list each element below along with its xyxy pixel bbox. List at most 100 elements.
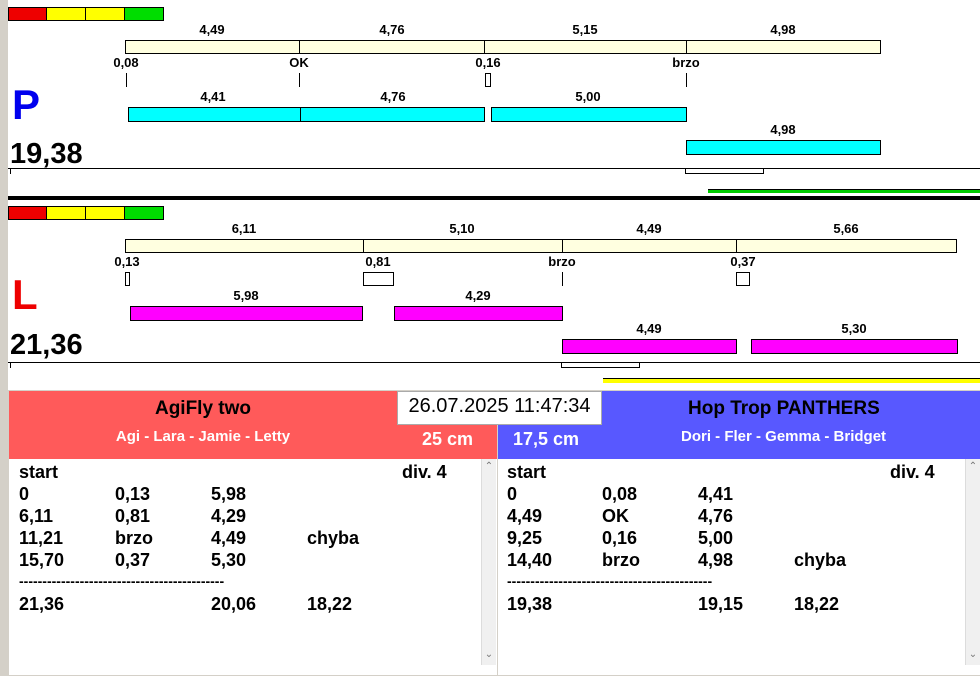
run-leg-label: 4,76 bbox=[380, 89, 406, 104]
start-label: start bbox=[19, 462, 59, 482]
result-cell: OK bbox=[602, 506, 629, 526]
chevron-down-icon[interactable]: ⌄ bbox=[484, 649, 494, 660]
left-team-panel: AgiFly two Agi - Lara - Jamie - Letty 25… bbox=[9, 391, 497, 675]
signal-yellow-light bbox=[46, 7, 86, 21]
reaction-label: brzo bbox=[672, 55, 700, 70]
leg-divider bbox=[299, 40, 300, 54]
run-leg-label: 4,29 bbox=[465, 288, 491, 303]
baseline-tick bbox=[10, 168, 11, 174]
total-cell: 20,06 bbox=[211, 594, 257, 614]
reaction-marker bbox=[125, 272, 130, 286]
total-cell: 19,38 bbox=[507, 594, 553, 614]
result-cell: 15,70 bbox=[19, 550, 65, 570]
result-cell: 5,30 bbox=[211, 550, 247, 570]
datetime-display: 26.07.2025 11:47:34 bbox=[397, 391, 602, 425]
timing-display: 4,49 4,76 5,15 4,98 0,08 OK 0,16 brzo 4,… bbox=[8, 0, 980, 390]
team-name: AgiFly two bbox=[154, 398, 252, 419]
result-cell: 4,76 bbox=[698, 506, 734, 526]
result-cell: 11,21 bbox=[19, 528, 64, 548]
run-leg-label: 5,00 bbox=[575, 89, 601, 104]
result-cell: 6,11 bbox=[19, 506, 54, 526]
course-leg-label: 4,49 bbox=[636, 221, 662, 236]
reaction-marker bbox=[562, 272, 563, 286]
rerun-bar bbox=[751, 339, 958, 354]
reaction-label: 0,37 bbox=[730, 254, 756, 269]
rerun-leg-label: 5,30 bbox=[841, 321, 867, 336]
run-bar bbox=[128, 107, 301, 122]
reaction-marker bbox=[736, 272, 750, 286]
result-cell: 4,98 bbox=[698, 550, 734, 570]
progress-bar-l bbox=[603, 378, 980, 383]
reaction-marker bbox=[686, 73, 687, 87]
chevron-down-icon[interactable]: ⌄ bbox=[968, 649, 978, 660]
reaction-marker bbox=[299, 73, 300, 87]
run-bar bbox=[130, 306, 363, 321]
signal-green-light bbox=[124, 7, 164, 21]
baseline bbox=[8, 362, 980, 363]
reaction-label: OK bbox=[289, 55, 309, 70]
lane-separator bbox=[8, 196, 980, 200]
course-leg-label: 4,49 bbox=[199, 22, 225, 37]
lane-p: 4,49 4,76 5,15 4,98 0,08 OK 0,16 brzo 4,… bbox=[8, 0, 980, 196]
result-cell: 14,40 bbox=[507, 550, 553, 570]
result-cell: 4,49 bbox=[507, 506, 543, 526]
total-cell: 18,22 bbox=[794, 594, 840, 614]
result-cell: 9,25 bbox=[507, 528, 543, 548]
result-cell: 0,08 bbox=[602, 484, 638, 504]
fault-label: chyba bbox=[794, 550, 847, 570]
baseline bbox=[8, 168, 980, 169]
total-cell: 18,22 bbox=[307, 594, 353, 614]
start-label: start bbox=[507, 462, 547, 482]
total-cell: 19,15 bbox=[698, 594, 744, 614]
right-scrollbar[interactable]: ⌃ ⌄ bbox=[965, 459, 980, 665]
signal-red-light bbox=[8, 7, 47, 21]
result-cell: 0,16 bbox=[602, 528, 638, 548]
course-leg-label: 5,66 bbox=[833, 221, 859, 236]
run-bar bbox=[394, 306, 563, 321]
jump-height: 25 cm bbox=[422, 429, 474, 449]
jump-height: 17,5 cm bbox=[513, 429, 580, 449]
lane-l: 6,11 5,10 4,49 5,66 0,13 0,81 brzo 0,37 … bbox=[8, 200, 980, 390]
chevron-up-icon[interactable]: ⌃ bbox=[484, 461, 494, 472]
reaction-label: brzo bbox=[548, 254, 576, 269]
course-bar bbox=[125, 40, 881, 54]
team-members: Dori - Fler - Gemma - Bridget bbox=[681, 428, 887, 445]
course-leg-label: 4,76 bbox=[379, 22, 405, 37]
reaction-label: 0,08 bbox=[113, 55, 139, 70]
chevron-up-icon[interactable]: ⌃ bbox=[968, 461, 978, 472]
division-label: div. 4 bbox=[890, 462, 935, 482]
divider-line: ----------------------------------------… bbox=[507, 573, 713, 589]
run-bar bbox=[300, 107, 485, 122]
progress-bar-p bbox=[708, 189, 980, 193]
rerun-leg-label: 4,98 bbox=[770, 122, 796, 137]
signal-green-light bbox=[124, 206, 164, 220]
left-results-list: start div. 4 0 0,13 5,98 6,11 0,81 4,29 … bbox=[9, 459, 497, 675]
baseline-tick bbox=[10, 362, 11, 368]
result-cell: 4,29 bbox=[211, 506, 247, 526]
result-cell: 0,37 bbox=[115, 550, 151, 570]
divider-line: ----------------------------------------… bbox=[19, 573, 225, 589]
run-leg-label: 4,41 bbox=[200, 89, 226, 104]
reaction-marker bbox=[363, 272, 394, 286]
position-marker bbox=[561, 362, 640, 368]
course-leg-label: 5,15 bbox=[572, 22, 598, 37]
result-cell: 0 bbox=[507, 484, 518, 504]
reaction-label: 0,16 bbox=[475, 55, 501, 70]
signal-yellow-light bbox=[85, 7, 125, 21]
result-cell: 0 bbox=[19, 484, 30, 504]
leg-divider bbox=[484, 40, 485, 54]
result-cell: brzo bbox=[602, 550, 640, 570]
right-results-list: start div. 4 0 0,08 4,41 4,49 OK 4,76 9,… bbox=[498, 459, 980, 675]
result-cell: 5,98 bbox=[211, 484, 247, 504]
reaction-marker bbox=[126, 73, 127, 87]
reaction-label: 0,13 bbox=[114, 254, 140, 269]
leg-divider bbox=[686, 40, 687, 54]
course-leg-label: 6,11 bbox=[231, 221, 257, 236]
team-members: Agi - Lara - Jamie - Letty bbox=[115, 428, 291, 445]
fault-label: chyba bbox=[307, 528, 360, 548]
total-cell: 21,36 bbox=[19, 594, 65, 614]
reaction-label: 0,81 bbox=[365, 254, 391, 269]
signal-red-light bbox=[8, 206, 47, 220]
run-bar bbox=[491, 107, 687, 122]
left-scrollbar[interactable]: ⌃ ⌄ bbox=[481, 459, 496, 665]
